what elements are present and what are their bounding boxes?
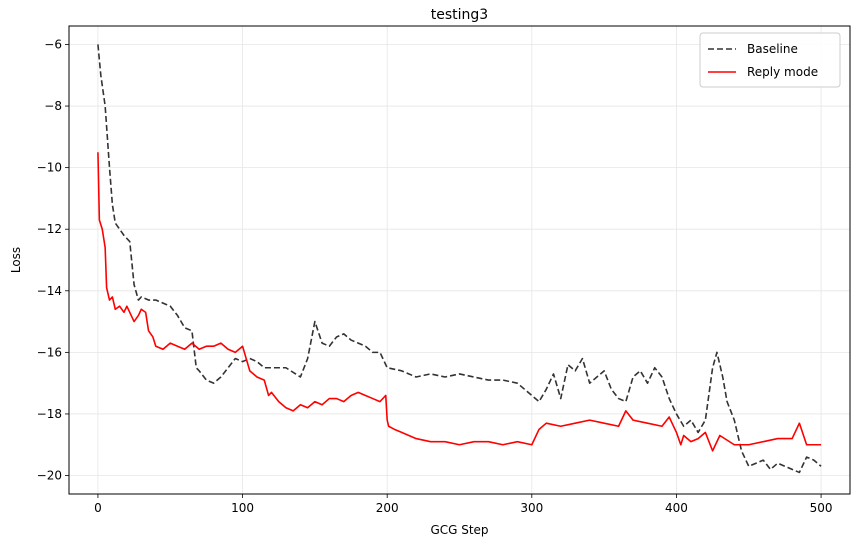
chart-title: testing3 [431,7,488,23]
legend-baseline-label: Baseline [747,42,798,56]
legend-box [699,32,841,88]
y-tick-label: −16 [37,345,62,359]
series-line-baseline [97,44,822,474]
y-tick-label: −14 [37,284,62,298]
y-tick-label: −20 [37,469,62,483]
x-axis-label: GCG Step [430,523,488,537]
y-tick-label: −8 [44,99,62,113]
y-tick-label: −18 [37,407,62,421]
y-tick-label: −6 [44,37,62,51]
x-tick-label: 100 [231,501,254,515]
x-tick-label: 500 [810,501,833,515]
y-tick-label: −12 [37,222,62,236]
x-tick-label: 400 [665,501,688,515]
x-tick-label: 0 [94,501,102,515]
y-tick-label: −10 [37,161,62,175]
x-tick-label: 300 [520,501,543,515]
legend: Baseline Reply mode [699,32,841,88]
x-axis-ticks: 0 100 200 300 400 500 [94,494,833,515]
y-axis-label: Loss [9,247,23,273]
series-layer [97,44,822,474]
legend-reply-mode-label: Reply mode [747,65,818,79]
plot-frame [68,25,851,495]
series-line-reply-mode [97,152,822,452]
x-tick-label: 200 [376,501,399,515]
y-axis-ticks: −6 −8 −10 −12 −14 −16 −18 −20 [37,37,69,483]
grid [69,26,850,494]
